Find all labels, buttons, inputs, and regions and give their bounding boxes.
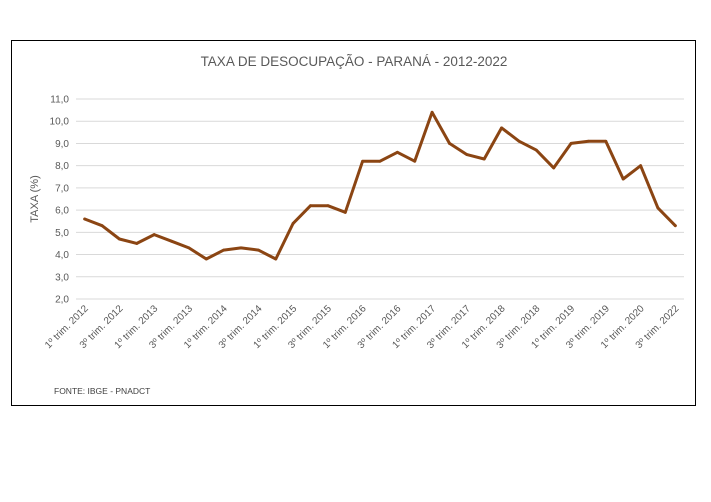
data-point	[465, 153, 469, 156]
data-point	[83, 217, 87, 221]
data-point	[534, 148, 538, 152]
y-tick-label: 9,0	[55, 139, 69, 150]
y-tick-label: 4,0	[55, 250, 69, 261]
data-point	[448, 142, 451, 145]
data-point	[569, 142, 573, 145]
line-chart: TAXA DE DESOCUPAÇÃO - PARANÁ - 2012-2022…	[29, 54, 684, 396]
gridlines	[76, 98, 684, 300]
y-tick-label: 8,0	[55, 161, 69, 172]
y-tick-label: 11,0	[50, 95, 69, 106]
data-point	[204, 257, 208, 261]
data-point	[257, 248, 260, 252]
y-tick-label: 5,0	[55, 228, 69, 239]
data-point	[621, 177, 625, 181]
y-tick-label: 2,0	[55, 295, 69, 306]
data-point	[587, 139, 590, 143]
data-point	[291, 222, 295, 225]
data-point	[326, 204, 330, 208]
y-tick-label: 3,0	[55, 272, 69, 283]
data-point	[152, 233, 156, 236]
data-point	[309, 204, 312, 208]
data-point	[430, 110, 434, 114]
data-point	[500, 126, 503, 130]
data-point	[239, 246, 243, 250]
data-point	[187, 246, 191, 250]
data-point	[222, 248, 226, 252]
y-tick-label: 6,0	[55, 206, 69, 217]
source-note: FONTE: IBGE - PNADCT	[54, 386, 150, 396]
data-point	[395, 150, 399, 154]
chart-frame: TAXA DE DESOCUPAÇÃO - PARANÁ - 2012-2022…	[11, 40, 696, 406]
y-tick-label: 7,0	[55, 183, 69, 194]
data-point	[413, 159, 417, 163]
data-point	[343, 210, 347, 214]
y-tick-labels: 2,0 3,0 4,0 5,0 6,0 7,0 8,0 9,0 10,0 11,0	[50, 95, 70, 306]
data-point	[656, 206, 660, 210]
data-point	[118, 237, 121, 241]
data-point	[135, 242, 139, 245]
data-point	[639, 164, 642, 168]
data-point	[482, 157, 486, 161]
y-tick-label: 10,0	[50, 117, 70, 128]
data-point	[378, 159, 382, 163]
data-point	[552, 166, 556, 170]
data-point	[100, 224, 104, 228]
data-point	[673, 224, 677, 228]
series-line	[83, 110, 677, 261]
data-point	[361, 159, 365, 163]
data-point	[604, 139, 608, 143]
data-point	[274, 257, 278, 261]
data-point	[170, 239, 173, 243]
chart-title: TAXA DE DESOCUPAÇÃO - PARANÁ - 2012-2022	[201, 54, 508, 69]
data-point	[517, 139, 521, 143]
data-points	[83, 110, 677, 261]
y-axis-label: TAXA (%)	[29, 175, 41, 222]
